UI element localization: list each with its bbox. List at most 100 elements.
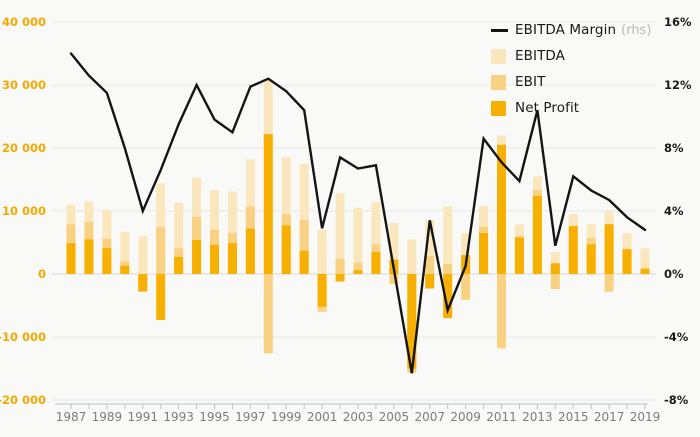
ebitda-bar-1993 (174, 202, 184, 274)
legend-label-ebitda: EBITDA (515, 48, 566, 64)
x-axis-year-label: 2017 (594, 410, 625, 424)
ebitda-bar-2019 (640, 248, 650, 274)
left-axis-label: 10 000 (2, 204, 46, 218)
ebitda-bar-2008 (443, 206, 453, 274)
ebitda-bar-2004 (371, 202, 381, 274)
net-profit-bar-2000 (299, 250, 309, 274)
ebit-bar-2000 (299, 219, 309, 274)
left-axis-label: -20 000 (0, 393, 46, 407)
ebitda-bar-2001 (317, 229, 327, 274)
right-axis-label: 12% (664, 78, 692, 92)
x-axis-year-label: 1991 (127, 410, 158, 424)
net-profit-bar-1990 (120, 265, 130, 274)
net-profit-bar-2003 (353, 270, 363, 274)
net-profit-bar-1999 (281, 225, 291, 274)
legend-label-ebitda-margin: EBITDA Margin (515, 22, 617, 38)
net-profit-bar-2013 (532, 195, 542, 274)
x-axis-year-label: 1999 (271, 410, 302, 424)
x-axis-year-label: 2005 (379, 410, 410, 424)
ebit-swatch-icon (491, 74, 506, 90)
x-axis-year-label: 1987 (56, 410, 87, 424)
ebit-bar-2011 (497, 274, 506, 349)
net-profit-bar-1992 (156, 274, 166, 320)
ebit-bar-1998 (263, 274, 273, 354)
right-axis-label: 0% (664, 267, 684, 281)
ebitda-bar-2006 (407, 239, 417, 274)
legend-row-net-profit: Net Profit (491, 100, 651, 116)
ebitda-swatch-icon (491, 48, 506, 64)
net-profit-bar-1996 (227, 243, 237, 274)
ebitda-bar-2000 (299, 163, 309, 274)
net-profit-bar-1998 (263, 134, 273, 274)
ebit-bar-2003 (353, 262, 363, 274)
x-axis-year-label: 2011 (486, 410, 517, 424)
ebitda-bar-2005 (389, 222, 399, 274)
net-profit-bar-2018 (622, 249, 632, 274)
net-profit-bar-1994 (192, 239, 202, 274)
net-profit-bar-2014 (550, 263, 560, 274)
left-axis-label: 40 000 (2, 15, 46, 29)
legend-row-ebit: EBIT (491, 74, 651, 90)
ebit-bar-2005 (389, 274, 399, 285)
ebitda-bar-1990 (120, 231, 130, 274)
ebitda-margin-line (69, 52, 647, 374)
x-axis-year-label: 1993 (163, 410, 194, 424)
ebit-bar-2009 (461, 274, 471, 300)
ebitda-bar-1996 (227, 191, 237, 274)
ebit-bar-2017 (604, 274, 614, 292)
right-axis-label: -8% (664, 393, 689, 407)
x-axis-year-label: 2013 (522, 410, 553, 424)
right-axis-label: 8% (664, 141, 684, 155)
net-profit-bar-2019 (640, 268, 650, 274)
legend-row-ebitda-margin: EBITDA Margin (rhs) (491, 22, 651, 38)
left-axis-label: 0 (38, 267, 46, 281)
left-axis-label: 30 000 (2, 78, 46, 92)
net-profit-bar-2004 (371, 251, 381, 274)
net-profit-bar-1995 (210, 245, 219, 274)
right-axis-label: 16% (664, 15, 692, 29)
x-axis-year-label: 1989 (92, 410, 123, 424)
net-profit-bar-2006 (407, 274, 417, 369)
chart-legend: EBITDA Margin (rhs) EBITDA EBIT Net Prof… (491, 22, 651, 126)
left-axis-label: 20 000 (2, 141, 46, 155)
ebitda-bar-2007 (425, 219, 435, 274)
x-axis-year-label: 2003 (343, 410, 374, 424)
ebitda-margin-line-swatch-icon (491, 28, 508, 32)
net-profit-bar-2008 (443, 274, 453, 319)
legend-rhs-suffix: (rhs) (621, 22, 652, 38)
x-axis-year-label: 2009 (450, 410, 481, 424)
ebitda-bar-2003 (353, 207, 363, 274)
legend-label-net-profit: Net Profit (515, 100, 580, 116)
left-axis-label: -10 000 (0, 330, 46, 344)
ebit-bar-2014 (550, 274, 560, 290)
net-profit-bar-2015 (568, 226, 578, 274)
net-profit-bar-1988 (84, 239, 94, 274)
net-profit-bar-2002 (335, 274, 345, 282)
x-axis-year-label: 2001 (307, 410, 338, 424)
ebit-bar-2002 (335, 258, 345, 274)
ebitda-bar-2014 (550, 251, 560, 274)
net-profit-swatch-icon (491, 100, 506, 116)
net-profit-bar-1987 (66, 243, 76, 274)
net-profit-bar-2017 (604, 224, 614, 274)
x-axis-year-label: 1995 (199, 410, 230, 424)
net-profit-bar-1997 (245, 228, 255, 274)
net-profit-bar-2011 (497, 144, 506, 274)
right-axis-label: 4% (664, 204, 684, 218)
ebitda-bar-2002 (335, 193, 345, 274)
x-axis-year-label: 2007 (414, 410, 445, 424)
right-axis-label: -4% (664, 330, 689, 344)
legend-row-ebitda: EBITDA (491, 48, 651, 64)
net-profit-bar-2012 (514, 237, 524, 274)
net-profit-bar-2007 (425, 274, 435, 289)
x-axis-year-label: 2015 (558, 410, 589, 424)
ebitda-bar-2009 (461, 233, 471, 274)
net-profit-bar-2010 (479, 233, 489, 274)
net-profit-bar-1993 (174, 256, 184, 274)
net-profit-bar-1989 (102, 248, 112, 274)
net-profit-bar-2001 (317, 274, 327, 307)
legend-label-ebit: EBIT (515, 74, 546, 90)
net-profit-bar-2016 (586, 244, 596, 274)
